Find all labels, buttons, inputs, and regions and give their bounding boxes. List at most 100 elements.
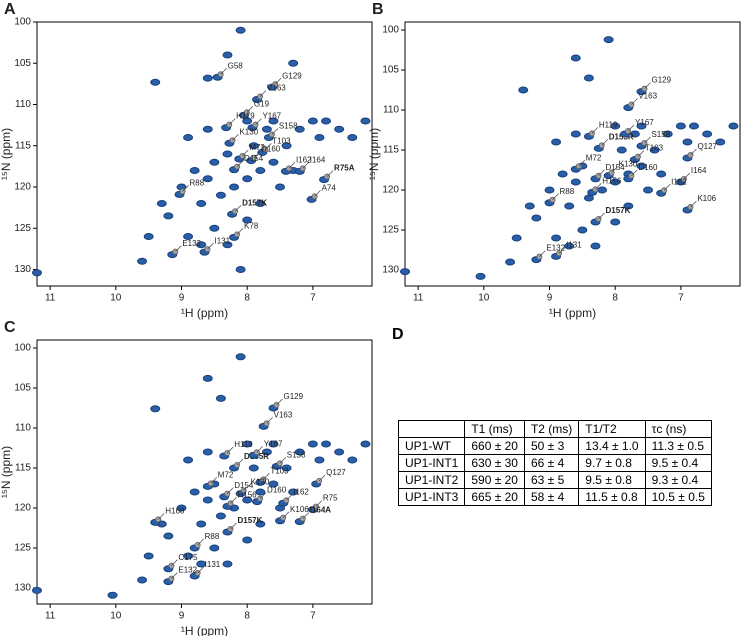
table-cell: τc (ns) <box>644 420 712 438</box>
leader-line <box>236 458 244 466</box>
table-cell: UP1-WT <box>397 437 466 455</box>
y-tick-label: 100 <box>382 25 399 36</box>
peak <box>288 59 299 67</box>
x-tick-label: 7 <box>310 293 316 304</box>
peak-label: D157K <box>605 206 630 215</box>
peak-label: Q127 <box>697 142 717 151</box>
peak <box>281 142 292 150</box>
peak <box>360 440 371 448</box>
peak <box>551 234 562 242</box>
y-tick-label: 100 <box>14 17 31 28</box>
peak <box>347 134 358 141</box>
leader-line <box>246 105 254 113</box>
peak-label: R88 <box>190 179 205 188</box>
peak-label: I131 <box>205 560 221 569</box>
peak-label: G129 <box>283 392 303 401</box>
peak <box>649 146 660 154</box>
peak <box>235 26 246 34</box>
peak <box>321 440 332 448</box>
peak <box>222 150 233 158</box>
leader-line <box>644 82 651 89</box>
leader-line <box>271 128 279 135</box>
leader-line <box>690 148 697 156</box>
x-tick-label: 9 <box>179 293 185 304</box>
x-tick-label: 8 <box>244 611 250 622</box>
y-tick-label: 125 <box>14 223 31 234</box>
x-tick-label: 8 <box>612 293 618 304</box>
peak <box>242 536 253 544</box>
plot-frame <box>36 21 373 287</box>
leader-line <box>182 185 189 192</box>
table-cell: 50 ± 3 <box>523 437 580 455</box>
peak <box>183 552 194 560</box>
leader-line <box>236 160 244 167</box>
peak <box>275 183 286 191</box>
peak <box>176 504 187 512</box>
leader-line <box>558 247 566 254</box>
peak <box>505 258 516 266</box>
peak-label: D157K <box>237 516 262 525</box>
peak <box>583 74 594 82</box>
peak <box>570 178 581 186</box>
peak <box>229 183 240 191</box>
peak-label: Y167 <box>635 118 654 127</box>
peak-label: K130 <box>239 127 258 136</box>
peak <box>222 560 233 568</box>
leader-line <box>282 511 290 519</box>
table-cell: 66 ± 4 <box>523 454 580 472</box>
peak <box>347 456 358 464</box>
peak <box>209 224 220 232</box>
peak <box>196 200 207 207</box>
table-cell: 9.7 ± 0.8 <box>578 454 646 472</box>
leader-line <box>302 512 309 519</box>
peak-label: H168 <box>165 507 185 516</box>
peak-label: D160 <box>261 145 281 154</box>
panel-label: B <box>372 1 384 18</box>
peak <box>321 117 332 125</box>
peak <box>570 54 581 62</box>
leader-line <box>220 68 227 75</box>
peak <box>702 130 713 138</box>
leader-line <box>326 170 334 177</box>
peak <box>143 233 154 240</box>
y-tick-label: 125 <box>14 543 31 554</box>
peak <box>610 218 621 226</box>
peak-label: I162 <box>293 487 309 496</box>
peak <box>281 464 292 472</box>
y-tick-label: 115 <box>383 145 399 156</box>
y-tick-label: 110 <box>15 99 31 110</box>
peak <box>222 241 233 249</box>
peak <box>196 560 207 568</box>
peak <box>235 353 246 361</box>
leader-line <box>598 169 605 177</box>
peak-label: E132 <box>546 244 565 253</box>
y-tick-label: 100 <box>14 343 31 354</box>
table-cell: 630 ± 30 <box>464 454 525 472</box>
peak <box>682 138 693 146</box>
y-tick-label: 105 <box>14 383 31 394</box>
peak <box>583 194 594 202</box>
x-tick-label: 9 <box>547 293 553 304</box>
peak-label: H119 <box>234 440 253 449</box>
leader-line <box>631 169 638 177</box>
peak <box>268 440 279 448</box>
y-tick-label: 115 <box>15 463 31 474</box>
y-tick-label: 120 <box>14 503 31 514</box>
leader-line <box>274 77 282 85</box>
peak <box>235 266 246 273</box>
peak-label: G129 <box>282 71 302 80</box>
peak <box>202 125 213 133</box>
relaxation-table: T1 (ms) T2 (ms) T1/T2 τc (ns) UP1-WT 660 ± 20… <box>397 420 712 506</box>
peak-label: V163 <box>267 84 286 93</box>
peak <box>610 178 621 186</box>
peak <box>32 269 42 277</box>
table-cell: 665 ± 20 <box>464 488 525 506</box>
x-axis-label: ¹H (ppm) <box>549 306 596 320</box>
peak-label: D154 <box>605 163 625 172</box>
leader-line <box>279 457 287 464</box>
peak <box>202 175 213 183</box>
peak <box>163 532 174 540</box>
peak <box>242 440 253 448</box>
peak <box>294 448 305 456</box>
peak-label: V163 <box>638 92 657 101</box>
